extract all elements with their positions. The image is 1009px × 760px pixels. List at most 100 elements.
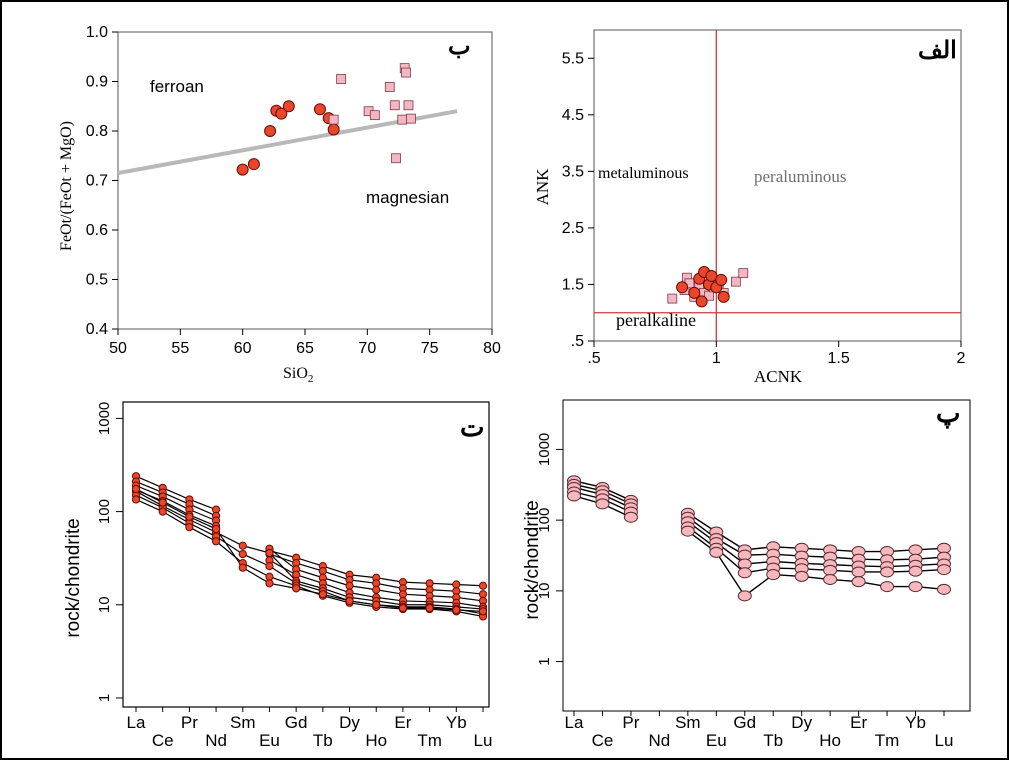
data-point	[318, 566, 327, 576]
panel-label: الف	[918, 37, 957, 64]
y-axis-label: FeOt/(FeOt + MgO)	[58, 121, 75, 251]
data-point	[680, 525, 695, 537]
ree-line	[687, 521, 945, 568]
y-tick-label: 10	[536, 583, 553, 600]
y-axis-label: rock/chondrite	[63, 518, 84, 637]
data-point	[478, 581, 488, 590]
data-point	[384, 82, 395, 92]
element-label-ho: Ho	[365, 731, 387, 750]
element-label-tb: Tb	[763, 731, 783, 750]
data-point	[391, 153, 401, 164]
y-tick-label: 1	[96, 694, 113, 702]
data-point	[265, 548, 274, 558]
plot-frame	[562, 399, 971, 712]
plot-frame	[122, 401, 490, 708]
data-point	[731, 276, 741, 287]
data-point	[908, 544, 923, 556]
data-point	[327, 123, 340, 136]
panel-label: پ	[936, 398, 960, 429]
y-tick-label: 10	[96, 596, 113, 613]
annotation-peraluminous: peraluminous	[754, 167, 847, 186]
data-point	[398, 590, 408, 599]
data-point	[313, 103, 326, 116]
element-label-la: La	[565, 713, 584, 732]
data-point	[372, 585, 381, 594]
x-tick-label: 65	[296, 340, 314, 357]
data-point	[318, 590, 327, 599]
element-label-dy: Dy	[791, 713, 812, 732]
y-tick-label: 100	[96, 499, 113, 524]
data-point	[425, 604, 434, 613]
data-point	[328, 114, 339, 125]
x-axis-label: SiO2	[283, 365, 313, 385]
plot-frame	[593, 29, 962, 342]
data-point	[264, 125, 277, 137]
data-point	[880, 581, 895, 593]
x-tick-label: 75	[421, 340, 439, 357]
element-label-yb: Yb	[905, 713, 926, 732]
x-tick-label: 80	[483, 340, 501, 357]
y-tick-label: 1000	[96, 402, 113, 435]
data-point	[211, 537, 221, 546]
y-tick-label: 100	[536, 508, 553, 533]
data-point	[238, 563, 247, 572]
data-point	[185, 523, 194, 532]
data-point	[265, 579, 274, 588]
x-tick-label: 55	[171, 340, 189, 357]
data-point	[908, 565, 923, 577]
x-tick-label: 2	[957, 350, 966, 367]
y-tick-label: 0.8	[86, 123, 108, 140]
data-point	[937, 564, 951, 576]
data-point	[737, 567, 752, 579]
y-tick-label: 1	[536, 657, 553, 665]
panel-a-ank-acnk-chart: .5 1 1.5 2.51.52.53.54.55.5 metaluminous pe…	[533, 29, 966, 386]
data-point	[478, 607, 488, 616]
data-point	[185, 512, 194, 521]
element-label-lu: Lu	[935, 731, 954, 750]
data-point	[282, 100, 295, 113]
y-tick-label: 0.7	[86, 173, 108, 190]
element-label-dy: Dy	[339, 713, 360, 732]
element-label-nd: Nd	[649, 731, 671, 750]
ree-line	[135, 488, 484, 612]
ree-line	[135, 481, 217, 517]
ree-line	[135, 494, 484, 615]
data-points	[667, 266, 749, 308]
data-point	[851, 576, 866, 588]
data-point	[401, 67, 411, 78]
y-tick-label: 5.5	[562, 50, 584, 67]
panel-label: ب	[448, 33, 471, 60]
data-point	[738, 268, 749, 279]
element-label-ce: Ce	[592, 731, 614, 750]
y-tick-label: 4.5	[562, 107, 584, 124]
element-label-gd: Gd	[733, 713, 756, 732]
element-label-eu: Eu	[259, 731, 280, 750]
element-label-sm: Sm	[675, 713, 701, 732]
y-tick-label: 3.5	[562, 163, 584, 180]
data-point	[452, 580, 461, 589]
data-point	[345, 581, 354, 590]
x-axis-label: ACNK	[754, 367, 803, 386]
data-point	[937, 583, 951, 595]
data-point	[717, 290, 730, 303]
axis-ticks: 1 10 100 1000	[96, 402, 484, 712]
axis-ticks: 1 10 100 1000	[536, 433, 945, 716]
y-tick-label: .5	[571, 333, 584, 350]
axis-ticks: .5 1 1.5 2.51.52.53.54.55.5	[562, 50, 966, 367]
data-point	[238, 541, 247, 550]
element-label-tm: Tm	[417, 731, 442, 750]
x-tick-label: 1	[712, 350, 721, 367]
ree-line	[687, 530, 945, 597]
y-tick-label: 1.5	[562, 276, 584, 293]
element-label-pr: Pr	[622, 713, 639, 732]
element-label-pr: Pr	[181, 713, 198, 732]
data-point	[737, 590, 752, 602]
element-label-er: Er	[850, 713, 867, 732]
data-point	[211, 524, 221, 534]
data-points	[236, 63, 416, 176]
ree-line	[135, 475, 217, 511]
y-axis-label: rock/chondrite	[522, 500, 543, 619]
data-point	[372, 600, 381, 609]
element-label-ho: Ho	[819, 731, 841, 750]
data-point	[695, 295, 708, 308]
